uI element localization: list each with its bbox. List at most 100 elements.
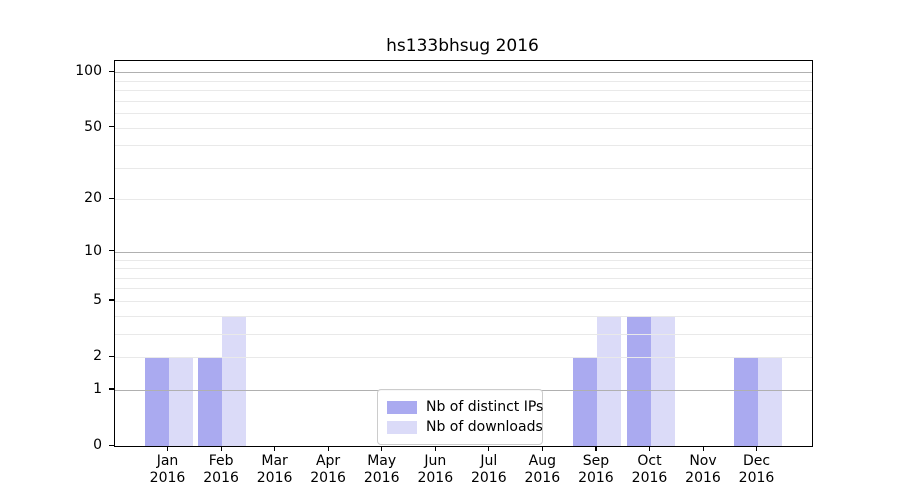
x-tick-year: 2016 xyxy=(363,470,400,486)
bar-distinct-ips-feb xyxy=(198,357,222,446)
y-tick-10 xyxy=(109,250,114,252)
x-tick-sep xyxy=(595,446,597,451)
gridline-minor-90 xyxy=(115,80,812,82)
gridline-major-100 xyxy=(115,72,812,74)
y-tick-label-2: 2 xyxy=(93,348,102,364)
x-tick-month: Mar xyxy=(261,453,288,469)
legend-item-downloads: Nb of downloads xyxy=(387,418,543,436)
gridline-minor-20 xyxy=(115,199,812,201)
x-tick-nov xyxy=(702,446,704,451)
y-tick-1 xyxy=(109,388,114,390)
gridline-minor-4 xyxy=(115,315,812,317)
gridline-minor-40 xyxy=(115,145,812,147)
x-tick-month: May xyxy=(367,453,397,469)
x-tick-apr xyxy=(327,446,329,451)
bar-downloads-dec xyxy=(757,357,782,446)
x-tick-label-apr: Apr 2016 xyxy=(298,453,358,487)
x-tick-year: 2016 xyxy=(631,470,668,486)
x-tick-jul xyxy=(488,446,490,451)
y-tick-label-10: 10 xyxy=(84,242,102,259)
x-tick-year: 2016 xyxy=(738,470,775,486)
x-tick-label-feb: Feb 2016 xyxy=(191,453,251,487)
x-tick-label-jul: Jul 2016 xyxy=(459,453,519,487)
x-tick-label-sep: Sep 2016 xyxy=(566,453,626,487)
gridline-minor-30 xyxy=(115,167,812,169)
x-tick-year: 2016 xyxy=(203,470,239,486)
y-tick-label-50: 50 xyxy=(84,118,102,135)
y-tick-label-5: 5 xyxy=(93,291,102,308)
x-tick-year: 2016 xyxy=(578,470,614,486)
x-tick-jan xyxy=(167,446,169,451)
bar-distinct-ips-dec xyxy=(733,357,758,446)
y-tick-label-20: 20 xyxy=(84,190,102,207)
bar-distinct-ips-sep xyxy=(572,357,597,446)
x-tick-label-aug: Aug 2016 xyxy=(512,453,572,487)
x-tick-year: 2016 xyxy=(524,470,561,486)
gridline-minor-3 xyxy=(115,333,812,335)
legend-swatch-distinct-ips xyxy=(387,400,417,414)
plot-area xyxy=(114,60,813,447)
x-tick-month: Feb xyxy=(208,453,234,469)
legend: Nb of distinct IPs Nb of downloads xyxy=(377,389,543,445)
x-tick-month: Aug xyxy=(528,453,556,469)
x-tick-year: 2016 xyxy=(149,470,186,486)
y-tick-0 xyxy=(109,444,114,446)
y-tick-20 xyxy=(109,197,114,200)
x-tick-month: Nov xyxy=(689,453,717,469)
gridline-minor-70 xyxy=(115,100,812,102)
y-tick-2 xyxy=(109,355,114,357)
x-tick-month: Jul xyxy=(480,453,498,469)
legend-label-downloads: Nb of downloads xyxy=(426,419,543,435)
x-tick-month: Jan xyxy=(156,453,179,469)
x-tick-year: 2016 xyxy=(256,470,293,486)
bar-downloads-sep xyxy=(596,315,621,446)
y-tick-100 xyxy=(109,70,114,72)
x-tick-year: 2016 xyxy=(685,470,721,486)
x-tick-label-oct: Oct 2016 xyxy=(620,453,680,487)
gridline-minor-80 xyxy=(115,90,812,92)
bar-distinct-ips-oct xyxy=(626,315,651,446)
legend-label-distinct-ips: Nb of distinct IPs xyxy=(426,399,544,415)
bar-downloads-oct xyxy=(650,315,675,446)
x-tick-year: 2016 xyxy=(417,470,454,486)
gridline-minor-6 xyxy=(115,288,812,290)
x-tick-aug xyxy=(541,446,543,451)
x-tick-month: Jun xyxy=(424,453,447,469)
x-tick-may xyxy=(381,446,383,451)
bar-downloads-feb xyxy=(222,315,246,446)
x-tick-year: 2016 xyxy=(310,470,346,486)
bar-downloads-jan xyxy=(168,357,193,446)
x-tick-dec xyxy=(756,446,758,451)
x-tick-label-mar: Mar 2016 xyxy=(245,453,305,487)
x-tick-jun xyxy=(434,446,436,451)
x-tick-label-nov: Nov 2016 xyxy=(673,453,733,487)
x-tick-month: Apr xyxy=(315,453,341,469)
x-tick-year: 2016 xyxy=(470,470,507,486)
x-tick-label-dec: Dec 2016 xyxy=(727,453,787,487)
y-tick-label-1: 1 xyxy=(93,380,102,397)
x-tick-feb xyxy=(220,446,222,451)
x-tick-month: Sep xyxy=(582,453,610,469)
y-tick-label-100: 100 xyxy=(75,63,102,80)
x-tick-label-jun: Jun 2016 xyxy=(405,453,465,487)
y-tick-50 xyxy=(109,126,114,128)
gridline-minor-5 xyxy=(115,300,812,302)
x-tick-month: Oct xyxy=(637,453,662,469)
gridline-minor-9 xyxy=(115,259,812,261)
bar-distinct-ips-jan xyxy=(144,357,169,446)
x-tick-mar xyxy=(274,446,276,451)
legend-swatch-downloads xyxy=(387,420,417,434)
chart-title: hs133bhsug 2016 xyxy=(386,36,539,56)
x-tick-label-may: May 2016 xyxy=(352,453,412,487)
x-tick-label-jan: Jan 2016 xyxy=(138,453,198,487)
gridline-minor-7 xyxy=(115,277,812,279)
x-tick-oct xyxy=(649,446,651,451)
gridline-minor-50 xyxy=(115,127,812,129)
gridline-minor-60 xyxy=(115,113,812,115)
y-tick-label-0: 0 xyxy=(93,437,102,453)
gridline-minor-2 xyxy=(115,357,812,358)
x-tick-month: Dec xyxy=(742,453,771,469)
legend-item-distinct-ips: Nb of distinct IPs xyxy=(387,398,543,416)
gridline-major-10 xyxy=(115,251,812,253)
